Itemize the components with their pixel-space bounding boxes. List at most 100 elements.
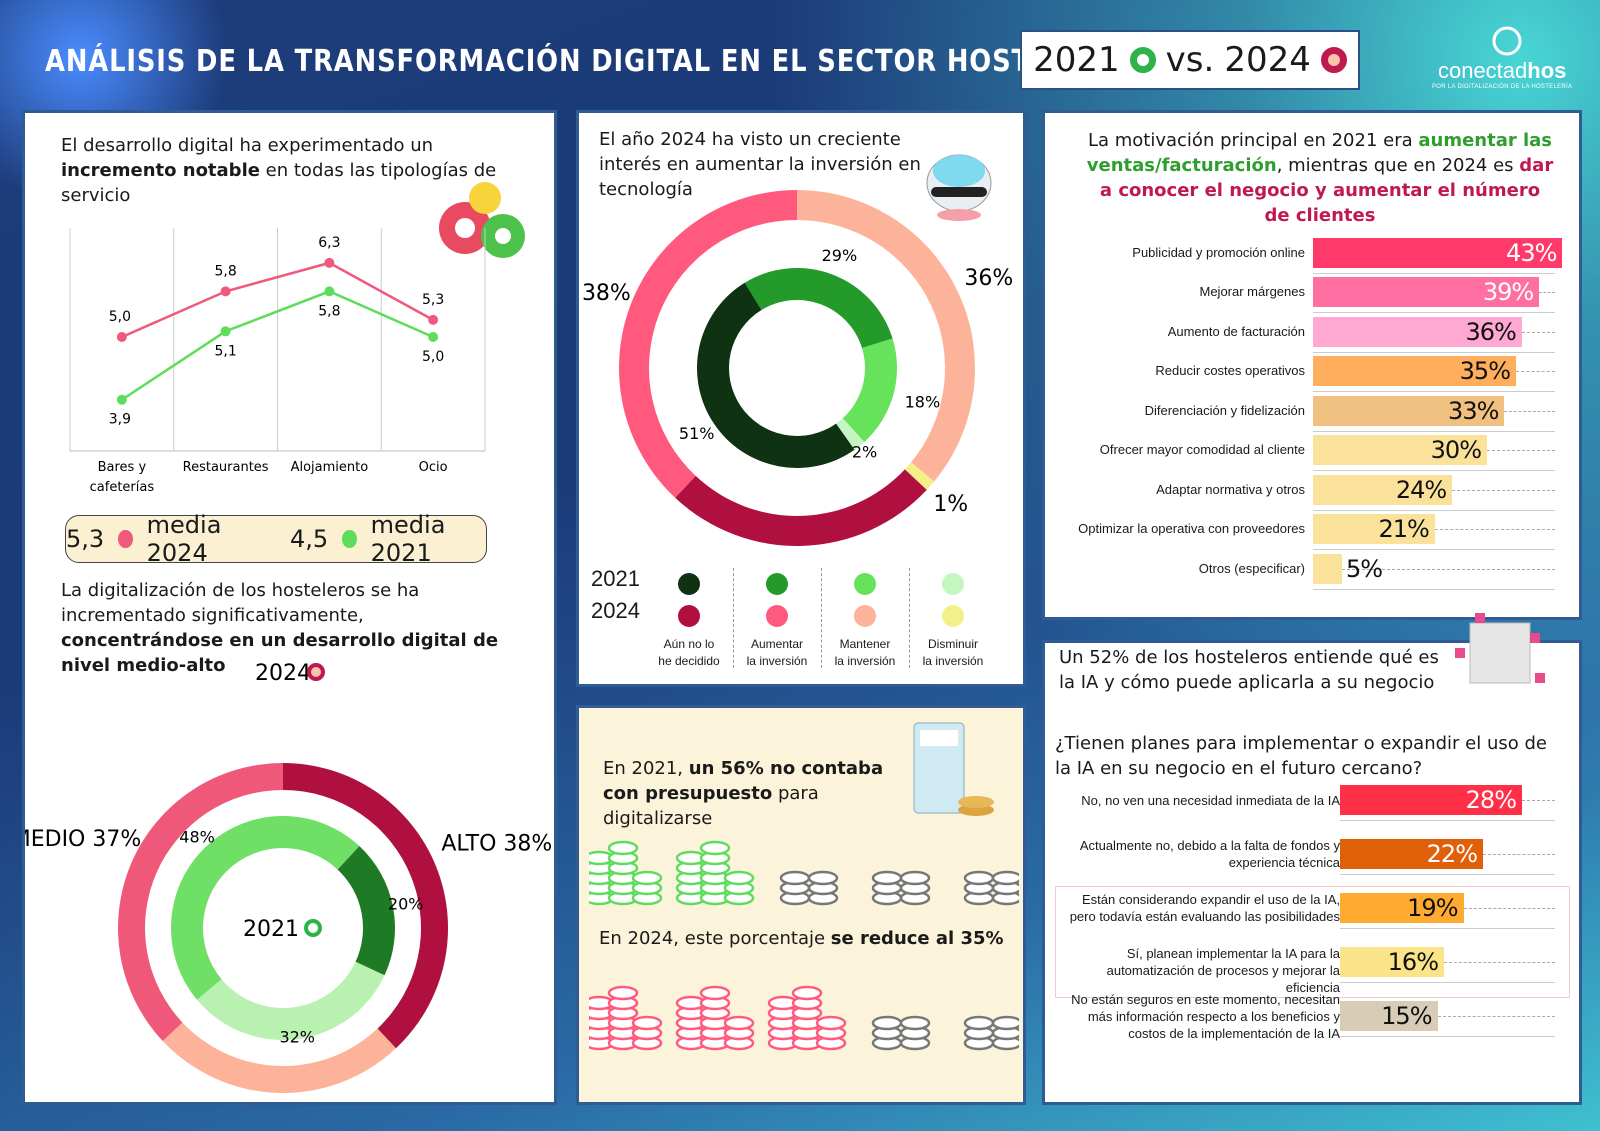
donut-slice-2024 bbox=[675, 469, 927, 546]
coin-stack-gray bbox=[871, 870, 931, 906]
legend-divider bbox=[733, 568, 734, 668]
legend-label: Aumentar la inversión bbox=[732, 636, 822, 670]
legend-2021: 2021 bbox=[591, 566, 640, 591]
motivation-intro: La motivación principal en 2021 era aume… bbox=[1086, 130, 1554, 226]
bar-row: Aumento de facturación 36% bbox=[1045, 312, 1585, 353]
budget-2024-text: En 2024, este porcentaje se reduce al 35… bbox=[599, 928, 1004, 949]
row-separator bbox=[1313, 391, 1555, 393]
coin-stack-colored bbox=[675, 840, 755, 906]
coin-icon bbox=[807, 870, 839, 886]
bar-label-line: No, no ven una necesidad inmediata de la… bbox=[1081, 792, 1340, 808]
slice-label: MEDIO 37% bbox=[25, 827, 141, 852]
row-separator bbox=[1313, 430, 1555, 432]
row-separator bbox=[1313, 272, 1555, 274]
bar-row: No, no ven una necesidad inmediata de la… bbox=[1045, 773, 1585, 827]
legend-label: Disminuir la inversión bbox=[908, 636, 998, 670]
bar-label: Sí, planean implementar la IA para la aut… bbox=[1055, 945, 1340, 996]
legend-swatch bbox=[678, 605, 700, 627]
year-2021: 2021 bbox=[1033, 40, 1120, 80]
bar: 22% bbox=[1340, 839, 1483, 869]
coin-icon bbox=[899, 1015, 931, 1031]
dashed-guide bbox=[1521, 331, 1555, 333]
data-label: 5,0 bbox=[422, 349, 444, 365]
bar: 28% bbox=[1340, 785, 1522, 815]
bar-label-line: Publicidad y promoción online bbox=[1132, 244, 1305, 260]
green-dot-icon bbox=[304, 919, 322, 937]
series-line-2021 bbox=[121, 290, 434, 401]
page-title: ANÁLISIS DE LA TRANSFORMACIÓN DIGITAL EN… bbox=[45, 44, 1128, 79]
bar-label: No, no ven una necesidad inmediata de la… bbox=[1055, 792, 1340, 809]
bar: 5% bbox=[1313, 553, 1383, 584]
bar-label: Otros (especificar) bbox=[1055, 560, 1305, 577]
coin-icon bbox=[779, 870, 811, 886]
data-label: 5,8 bbox=[318, 303, 340, 319]
coin-icon bbox=[963, 1015, 995, 1031]
data-label: 5,8 bbox=[214, 263, 236, 279]
dashed-guide bbox=[1444, 962, 1555, 963]
data-label: 6,3 bbox=[318, 235, 340, 251]
dashed-guide bbox=[1463, 908, 1555, 909]
coin-stack-colored bbox=[589, 840, 663, 906]
legend-label-line: la inversión bbox=[834, 654, 896, 668]
bar-row: Sí, planean implementar la IA para la aut… bbox=[1045, 935, 1585, 995]
slice-label: 36% bbox=[964, 266, 1013, 291]
bar-label-line: Sí, planean implementar la IA para la bbox=[1126, 946, 1340, 961]
bar: 35% bbox=[1313, 356, 1516, 387]
bar: 36% bbox=[1313, 316, 1522, 347]
bar: 39% bbox=[1313, 277, 1540, 308]
slice-label: 18% bbox=[905, 393, 941, 412]
donut-slice-2024 bbox=[117, 763, 283, 1041]
bar-value-label: 35% bbox=[1459, 357, 1511, 386]
mean-2021-value: 4,5 bbox=[290, 525, 329, 553]
donut-slice-2021 bbox=[842, 338, 897, 442]
bar-value-label: 33% bbox=[1448, 396, 1499, 425]
coin-icon bbox=[723, 1015, 755, 1031]
investment-donut-chart: 36% 1% 25% 38% 29% 18% 2% 51% bbox=[582, 190, 1013, 563]
bar-label-line: más información respecto a los beneficio… bbox=[1087, 1008, 1340, 1024]
mean-2024-label: media 2024 bbox=[146, 511, 222, 567]
gears-icon bbox=[439, 182, 525, 258]
row-separator bbox=[1313, 549, 1555, 551]
coin-icon bbox=[791, 985, 823, 1001]
legend-label-line: la inversión bbox=[746, 654, 808, 668]
bar-label: Diferenciación y fidelización bbox=[1055, 402, 1305, 419]
bar-value-label: 24% bbox=[1395, 475, 1447, 504]
bar-label: Publicidad y promoción online bbox=[1055, 244, 1305, 261]
legend-label-line: Aún no lo bbox=[663, 637, 715, 651]
coin-stack-gray bbox=[871, 1015, 931, 1051]
row-separator bbox=[1313, 509, 1555, 511]
dashed-guide bbox=[1522, 800, 1555, 801]
bar-label-line: costos de la implementación de la IA bbox=[1128, 1025, 1340, 1041]
coin-icon bbox=[991, 1015, 1019, 1031]
mean-2024-value: 5,3 bbox=[66, 525, 105, 553]
legend-label: Mantener la inversión bbox=[820, 636, 910, 670]
row-separator bbox=[1313, 312, 1555, 314]
x-tick-label: Bares y bbox=[98, 460, 147, 475]
vs-label: vs. bbox=[1165, 40, 1215, 80]
coin-stacks-2021 bbox=[589, 840, 1019, 906]
bar: 24% bbox=[1313, 474, 1453, 505]
highlight-box bbox=[1055, 886, 1570, 998]
legend-divider bbox=[821, 568, 822, 668]
green-flower-icon bbox=[342, 530, 357, 548]
cube-icon bbox=[1455, 613, 1545, 684]
bar-row: No están seguros en este momento, necesi… bbox=[1045, 989, 1585, 1043]
bar-value-label: 36% bbox=[1465, 317, 1516, 346]
bar-row: Están considerando expandir el uso de la… bbox=[1045, 881, 1585, 935]
bar-value-label: 30% bbox=[1430, 436, 1482, 465]
data-point bbox=[324, 286, 335, 297]
donut-slice-2021 bbox=[744, 268, 893, 348]
bar-row: Publicidad y promoción online 43% bbox=[1045, 233, 1585, 274]
bar-label-line: Están considerando expandir el uso de la… bbox=[1081, 892, 1340, 907]
bar-value-label: 15% bbox=[1381, 1002, 1432, 1030]
ai-question: ¿Tienen planes para implementar o expand… bbox=[1055, 733, 1547, 779]
level-intro: La digitalización de los hosteleros se h… bbox=[61, 580, 499, 676]
bar-label: Mejorar márgenes bbox=[1055, 283, 1306, 300]
donut-slice-2024 bbox=[283, 763, 448, 1049]
outer-year-label: 2024 bbox=[255, 661, 311, 686]
data-label: 5,3 bbox=[422, 292, 444, 308]
bar-label-line: automatización de procesos y mejorar la … bbox=[1106, 963, 1340, 995]
data-point bbox=[324, 257, 335, 268]
dashed-guide bbox=[1504, 410, 1555, 412]
row-separator bbox=[1313, 351, 1555, 353]
